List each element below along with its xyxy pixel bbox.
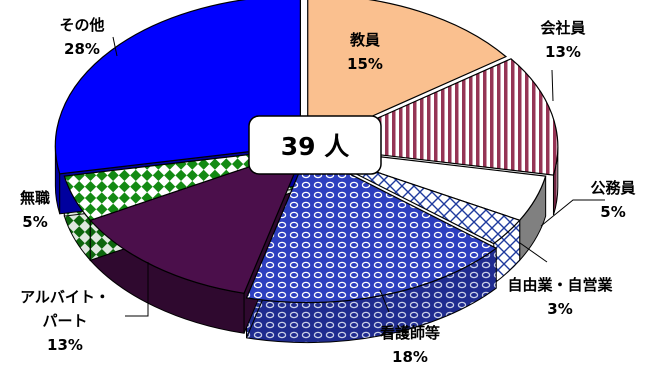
leader-line-3 — [540, 199, 605, 227]
pie-slice-6 — [89, 147, 307, 294]
slice-label-8: その他 28% — [59, 16, 104, 58]
leader-line-5 — [379, 289, 390, 313]
slice-label-4: 自由業・自営業 3% — [507, 276, 613, 318]
slice-label-1: 教員 15% — [347, 31, 383, 73]
leader-line-2 — [551, 69, 554, 102]
pie-slice-1 — [307, 0, 508, 146]
leader-line-6 — [125, 262, 149, 317]
leader-line-4 — [519, 242, 548, 263]
slice-label-7: 無職 5% — [20, 189, 50, 231]
slice-labels: 教員 15% 会社員 13% 公務員 5% 自由業・自営業 3% 看護師等 18% アルバイト・パー… — [20, 16, 636, 366]
pie-slice-5 — [245, 151, 498, 304]
leader-lines — [112, 36, 605, 317]
center-label: 39 人 — [281, 132, 350, 161]
pie-slice-8 — [54, 0, 301, 175]
slice-label-3: 公務員 5% — [590, 179, 635, 221]
slice-label-2: 会社員 13% — [540, 19, 585, 61]
leader-line-8 — [112, 36, 118, 57]
center-label-box: 39 人 — [248, 115, 382, 175]
pie-slice-7 — [63, 147, 306, 221]
slice-label-6: アルバイト・パート 13% — [20, 288, 110, 354]
pie-slices — [54, 0, 559, 304]
slice-label-5: 看護師等 18% — [380, 324, 440, 366]
